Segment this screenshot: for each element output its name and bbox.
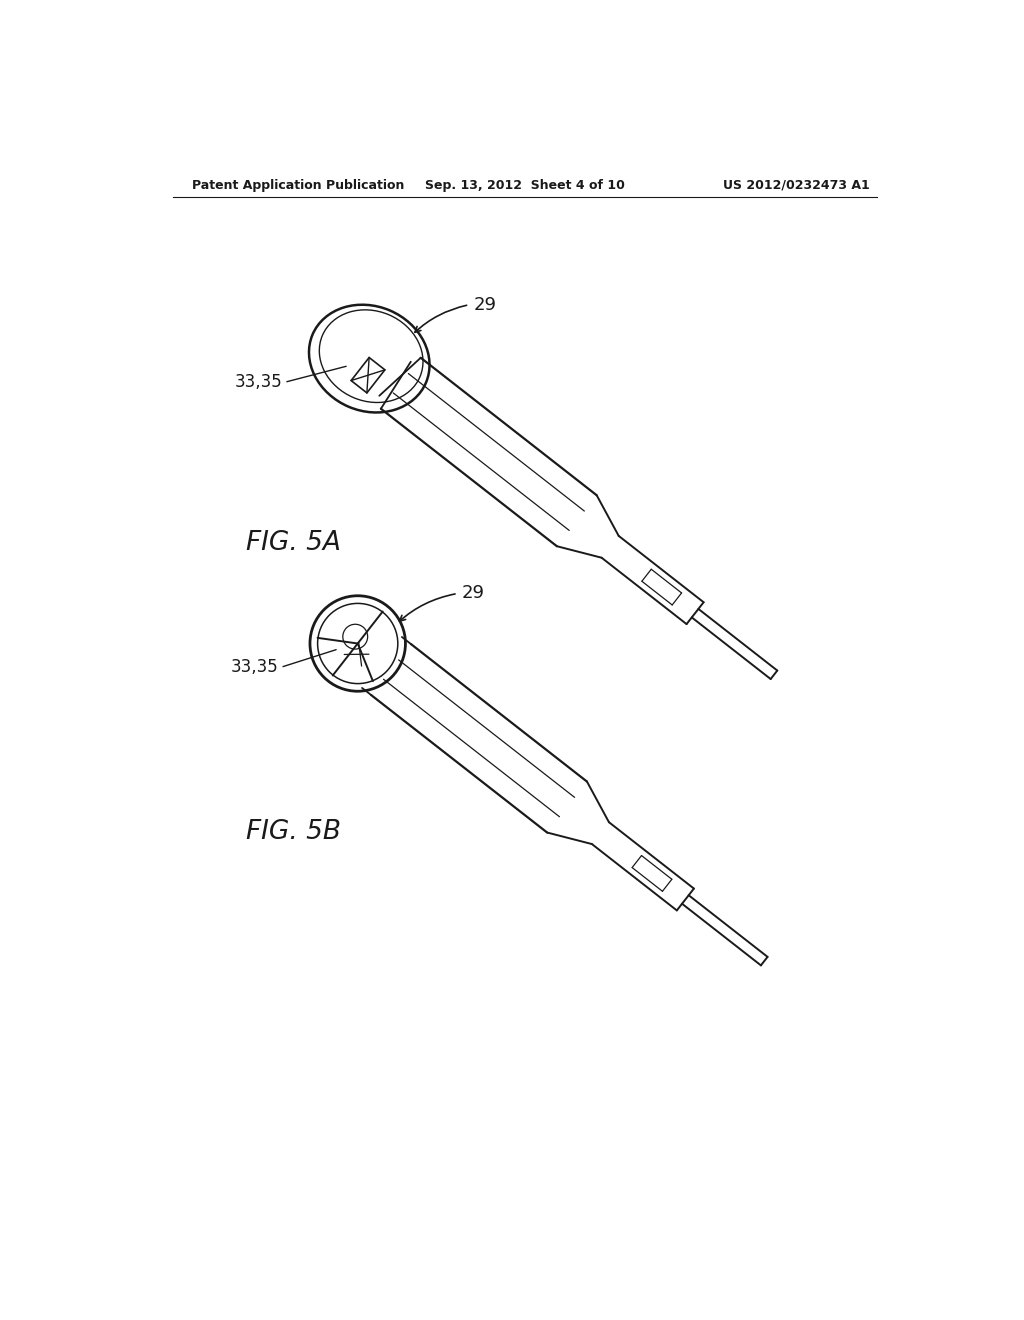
Text: Patent Application Publication: Patent Application Publication [193,178,404,191]
Bar [351,358,385,393]
Text: 29: 29 [473,296,497,314]
Text: US 2012/0232473 A1: US 2012/0232473 A1 [723,178,869,191]
Text: 29: 29 [462,585,484,602]
Text: Sep. 13, 2012  Sheet 4 of 10: Sep. 13, 2012 Sheet 4 of 10 [425,178,625,191]
Text: FIG. 5A: FIG. 5A [246,531,341,557]
Text: 33,35: 33,35 [230,657,279,676]
Text: FIG. 5B: FIG. 5B [246,820,341,845]
Text: 33,35: 33,35 [234,372,283,391]
